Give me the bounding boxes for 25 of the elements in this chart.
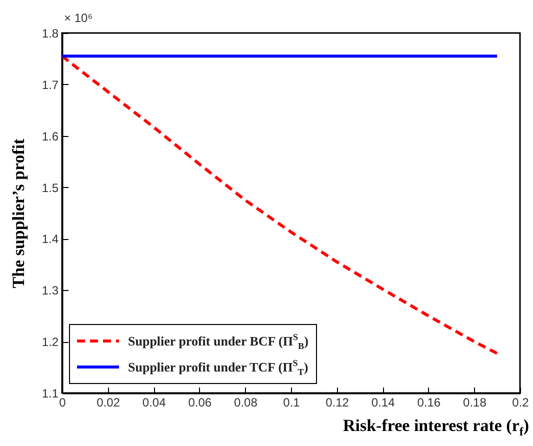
x-tick-label: 0.08 — [234, 396, 258, 410]
legend-label: Supplier profit under BCF (Π$^{S}$$_{B}$) — [128, 332, 308, 350]
x-tick-label: 0.2 — [512, 396, 530, 410]
x-tick-label: 0.1 — [283, 396, 300, 410]
x-tick-label: 0 — [59, 396, 66, 410]
y-tick-label: 1.5 — [42, 180, 59, 195]
y-tick-label: 1.4 — [42, 232, 59, 246]
legend-label: Supplier profit under TCF (Π$^{S}$$_{T}$) — [128, 358, 308, 376]
y-tick-label: 1.8 — [42, 26, 59, 40]
x-tick-label: 0.12 — [326, 396, 350, 410]
y-tick-label: 1.7 — [42, 78, 59, 92]
line-series — [62, 54, 499, 355]
y-tick-label: 1.2 — [42, 335, 59, 350]
x-axis-title: Risk-free interest rate (r$_{f}$) — [342, 416, 529, 440]
text: × 10⁶ — [64, 11, 93, 25]
x-tick-label: 0.02 — [96, 396, 120, 410]
y-tick-label: 1.6 — [42, 129, 59, 144]
y-axis-title: The supplier’s profit — [8, 138, 28, 288]
x-tick-label: 0.14 — [371, 396, 396, 410]
x-tick-label: 0.06 — [188, 396, 212, 410]
x-tick-label: 0.18 — [463, 396, 487, 410]
y-tick-label: 1.1 — [42, 386, 59, 400]
x-tick-label: 0.04 — [142, 396, 166, 410]
x-tick-label: 0.16 — [417, 396, 441, 410]
y-tick-label: 1.3 — [42, 284, 59, 298]
